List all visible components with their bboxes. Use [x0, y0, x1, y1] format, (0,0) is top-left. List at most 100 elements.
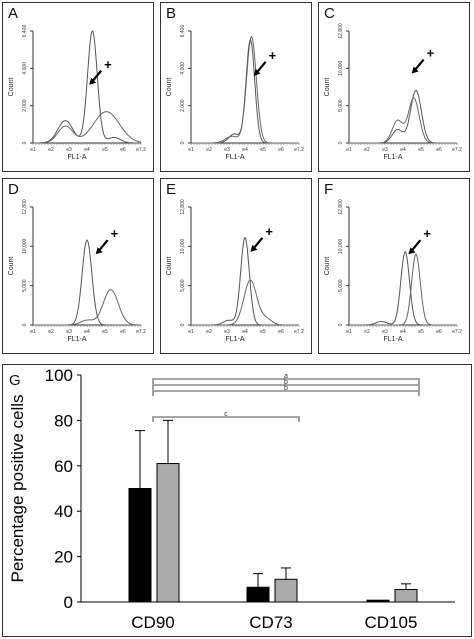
- y-tick-label: 4,000: [22, 62, 28, 75]
- panel-label: E: [166, 181, 177, 198]
- x-tick-label: e6: [120, 329, 126, 335]
- x-tick-label: e1: [346, 147, 352, 153]
- bar: [246, 586, 270, 603]
- y-tick-label: 4,000: [180, 62, 186, 75]
- histogram-panel-d: D 0 5,000 10,000 12,800 Count e1 e2 e3 e4 e5 e6 e7.2…: [2, 178, 154, 354]
- x-tick-label: e3: [382, 329, 388, 335]
- significance-bracket: [152, 384, 420, 390]
- panel-label: B: [166, 5, 177, 22]
- y-tick-label: 100: [45, 366, 73, 385]
- x-tick-label: e7.2: [452, 329, 462, 335]
- x-tick-label: e1: [188, 329, 194, 335]
- x-tick-label: e4: [400, 147, 406, 153]
- histogram-panel-f: F 0 5,000 10,000 12,800 Count e1 e2 e3 e4 e5 e6 e7.2…: [318, 178, 470, 354]
- y-tick-label: 5,000: [180, 279, 186, 292]
- histogram-curve: [349, 251, 457, 326]
- y-tick-label: 5,000: [338, 99, 344, 112]
- x-tick-label: e4: [84, 147, 90, 153]
- histogram-curve: [191, 236, 299, 326]
- x-tick-label: e4: [242, 147, 248, 153]
- panel-label: G: [9, 372, 21, 389]
- x-tick-label: e3: [224, 329, 230, 335]
- x-tick-label: e7.2: [452, 147, 462, 153]
- positive-marker: +: [427, 46, 435, 61]
- x-tick-label: e2: [206, 329, 212, 335]
- bar: [366, 599, 390, 603]
- bar: [156, 463, 180, 603]
- y-tick-label: 6,400: [22, 25, 28, 38]
- x-axis-label: FL1-A: [383, 154, 402, 161]
- axis-line: [190, 31, 299, 144]
- y-tick-label: 0: [180, 323, 186, 326]
- x-tick-label: e1: [30, 147, 36, 153]
- x-tick-label: e2: [364, 329, 370, 335]
- y-tick-label: 10,000: [338, 60, 344, 76]
- y-tick-label: 80: [54, 411, 73, 430]
- panel-g: G 0 20 40 60 80 100 Percentage positive cells CD…: [2, 364, 472, 637]
- x-tick-label: e5: [260, 329, 266, 335]
- y-tick-label: 20: [54, 548, 73, 567]
- y-axis-label: Count: [166, 257, 173, 276]
- x-tick-label: e4: [84, 329, 90, 335]
- panel-label: D: [8, 181, 19, 198]
- significance-bracket: [152, 390, 420, 396]
- arrow-head: [89, 77, 97, 85]
- y-tick-label: 40: [54, 502, 73, 521]
- y-tick-label: 2,000: [180, 99, 186, 112]
- category-label: CD90: [131, 613, 174, 632]
- x-tick-label: e6: [120, 147, 126, 153]
- positive-marker: +: [111, 226, 119, 241]
- y-axis-label: Count: [166, 78, 173, 97]
- category-label: CD73: [249, 613, 292, 632]
- x-tick-label: e7.2: [136, 329, 146, 335]
- x-axis-label: FL1-A: [67, 336, 86, 343]
- positive-marker: +: [269, 48, 277, 63]
- histogram-curve: [191, 35, 299, 144]
- significance-bracket: [152, 378, 420, 384]
- y-axis-label: Count: [324, 257, 331, 276]
- x-tick-label: e6: [436, 329, 442, 335]
- x-tick-label: e1: [346, 329, 352, 335]
- y-tick-label: 10,000: [180, 238, 186, 254]
- arrow-head: [253, 68, 261, 76]
- y-tick-label: 12,800: [338, 199, 344, 215]
- histogram-curve: [349, 89, 457, 144]
- x-tick-label: e2: [48, 329, 54, 335]
- x-axis-label: FL1-A: [383, 336, 402, 343]
- y-tick-label: 0: [22, 141, 28, 144]
- histogram-svg: 0 5,000 10,000 12,800 Count e1 e2 e3 e4 e5 e6 e7.2 F…: [166, 199, 304, 343]
- y-axis-label: Count: [8, 78, 15, 97]
- significance-label: c: [224, 411, 228, 418]
- x-tick-label: e2: [206, 147, 212, 153]
- histogram-curve: [349, 253, 457, 326]
- y-tick-label: 0: [64, 593, 73, 612]
- histogram-panel-a: A 0 2,000 4,000 6,400 Count e1 e2 e3 e4 e5 e6 e7.2 FL…: [2, 2, 154, 172]
- x-tick-label: e5: [260, 147, 266, 153]
- x-tick-label: e6: [278, 147, 284, 153]
- bar: [128, 488, 152, 603]
- x-tick-label: e2: [364, 147, 370, 153]
- arrow-head: [411, 66, 419, 74]
- y-axis-label: Count: [324, 78, 331, 97]
- panel-label: A: [8, 5, 19, 22]
- x-tick-label: e5: [102, 329, 108, 335]
- y-tick-label: 12,800: [180, 199, 186, 215]
- x-tick-label: e3: [382, 147, 388, 153]
- category-label: CD105: [365, 613, 418, 632]
- x-tick-label: e5: [102, 147, 108, 153]
- histogram-curve: [349, 97, 457, 144]
- y-tick-label: 10,000: [338, 238, 344, 254]
- panel-label: F: [324, 181, 334, 198]
- x-tick-label: e7.2: [294, 329, 304, 335]
- histogram-curve: [33, 111, 142, 144]
- axis-line: [348, 31, 457, 144]
- y-tick-label: 5,000: [22, 279, 28, 292]
- histogram-curve: [191, 279, 299, 326]
- x-tick-label: e1: [188, 147, 194, 153]
- histogram-panel-b: B 0 2,000 4,000 6,400 Count e1 e2 e3 e4 e5 e6 e7.2 FL…: [160, 2, 312, 172]
- y-tick-label: 6,400: [180, 25, 186, 38]
- x-tick-label: e3: [66, 329, 72, 335]
- y-tick-label: 0: [180, 141, 186, 144]
- x-axis-label: FL1-A: [225, 154, 244, 161]
- arrow-head: [408, 247, 416, 255]
